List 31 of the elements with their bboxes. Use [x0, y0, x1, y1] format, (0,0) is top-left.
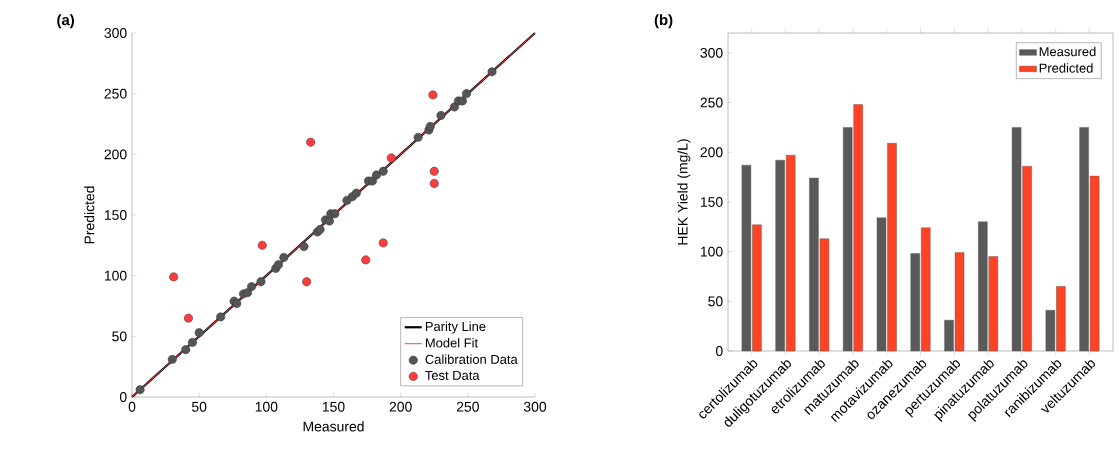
x-tick-label: 50 — [191, 401, 207, 412]
legend-label: Test Data — [425, 370, 480, 380]
y-tick-label: 250 — [700, 97, 723, 108]
y-tick-label: 150 — [104, 210, 127, 220]
y-tick-label: 300 — [700, 47, 723, 58]
x-tick-label: 150 — [322, 401, 345, 412]
y-tick-label: 200 — [104, 149, 127, 160]
legend-label: Predicted — [1039, 63, 1093, 73]
y-axis-title: Predicted — [84, 186, 95, 244]
y-tick-label: 50 — [112, 331, 127, 342]
x-tick-label: 100 — [255, 401, 278, 412]
text: (b) — [654, 14, 673, 29]
text: (a) — [57, 14, 75, 29]
legend-label: Measured — [1039, 46, 1096, 57]
y-tick-label: 250 — [104, 88, 127, 99]
x-tick-label: 200 — [389, 401, 412, 412]
y-tick-label: 100 — [104, 270, 127, 281]
legend-label: Calibration Data — [425, 354, 518, 364]
y-tick-label: 100 — [700, 246, 723, 257]
x-tick-label: 300 — [523, 401, 547, 412]
y-tick-label: 0 — [715, 346, 723, 356]
y-axis-title: HEK Yield (mg/L) — [677, 139, 691, 245]
x-tick-label: 250 — [456, 401, 479, 412]
x-axis-title: Measured — [303, 421, 364, 432]
legend-label: Model Fit — [425, 337, 479, 348]
x-tick-label: 0 — [128, 401, 136, 412]
y-tick-label: 150 — [700, 196, 723, 207]
legend-label: Parity Line — [425, 321, 486, 334]
y-tick-label: 50 — [708, 296, 723, 307]
y-tick-label: 200 — [700, 147, 723, 158]
y-tick-label: 300 — [104, 28, 127, 38]
